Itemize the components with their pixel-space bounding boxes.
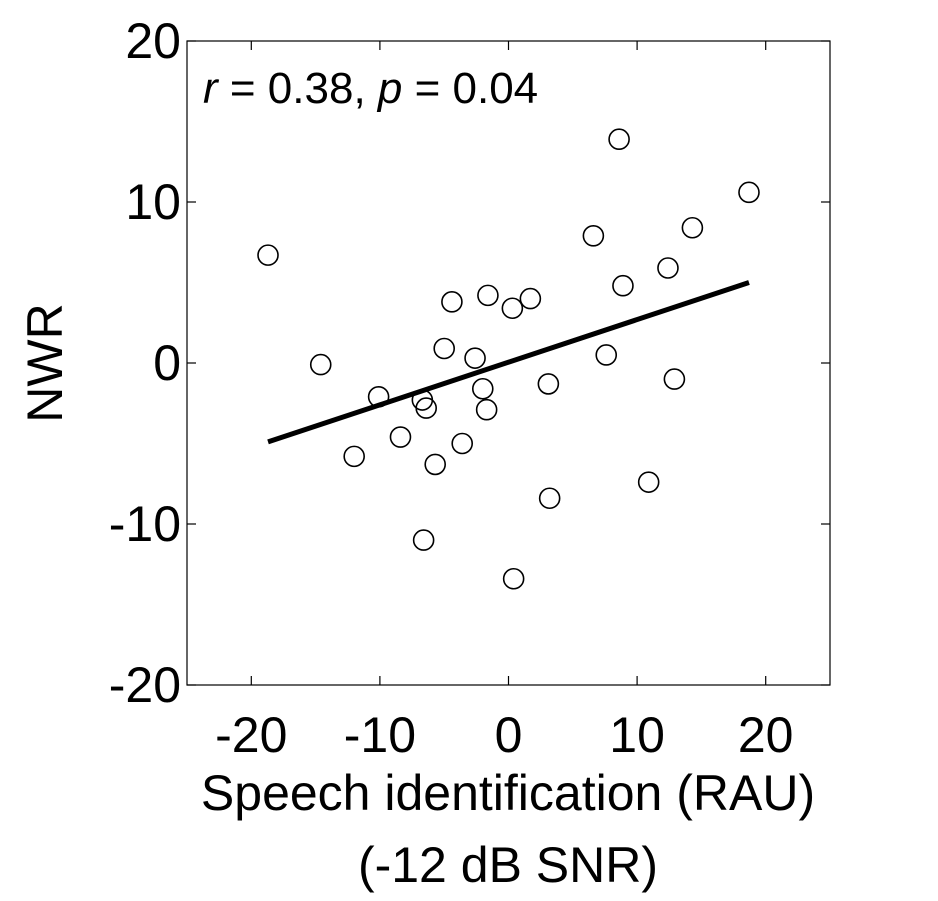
r-value-text: = 0.38,	[218, 64, 378, 113]
data-point	[412, 529, 435, 551]
data-point	[309, 353, 332, 376]
axis-ticks	[187, 40, 830, 686]
regression-line	[267, 280, 750, 445]
data-point	[424, 453, 446, 476]
x-tick-label: 20	[738, 707, 794, 763]
data-point	[477, 284, 499, 307]
x-tick-label: 10	[609, 707, 665, 763]
data-point	[519, 287, 542, 310]
y-tick-label: -10	[109, 496, 181, 552]
data-point	[582, 225, 605, 247]
data-point	[502, 567, 525, 590]
p-value-text: = 0.04	[402, 64, 538, 113]
data-point	[637, 471, 660, 493]
y-axis-label: NWR	[17, 303, 73, 422]
x-axis-label: Speech identification (RAU)	[201, 765, 815, 821]
r-symbol: r	[203, 64, 220, 113]
x-tick-label: -20	[215, 707, 287, 763]
y-tick-label: 20	[125, 13, 181, 69]
data-points	[257, 128, 760, 590]
y-tick-label: 0	[153, 335, 181, 391]
correlation-annotation: r = 0.38, p = 0.04	[203, 64, 538, 113]
data-point	[608, 128, 630, 151]
data-point	[501, 297, 524, 320]
x-axis-label-line2: (-12 dB SNR)	[358, 837, 658, 893]
data-point	[612, 274, 634, 297]
data-point	[389, 426, 412, 448]
data-point	[415, 397, 437, 419]
p-symbol: p	[376, 64, 402, 113]
y-tick-labels: -20 -10 0 10 20	[109, 13, 181, 713]
data-point	[343, 445, 365, 468]
data-point	[538, 487, 561, 510]
data-point	[471, 377, 494, 400]
data-point	[475, 398, 498, 421]
x-tick-label: -10	[344, 707, 416, 763]
data-point	[257, 244, 279, 266]
y-tick-label: -20	[109, 657, 181, 713]
data-point	[738, 181, 760, 204]
x-tick-labels: -20 -10 0 10 20	[215, 707, 793, 763]
data-point	[657, 257, 679, 279]
data-point	[595, 344, 618, 366]
x-tick-label: 0	[495, 707, 523, 763]
data-point	[451, 432, 474, 455]
data-point	[433, 337, 456, 360]
data-point	[663, 368, 686, 390]
data-point	[464, 347, 486, 369]
data-point	[441, 291, 463, 313]
data-point	[681, 216, 704, 239]
y-tick-label: 10	[125, 174, 181, 230]
data-point	[537, 373, 560, 395]
